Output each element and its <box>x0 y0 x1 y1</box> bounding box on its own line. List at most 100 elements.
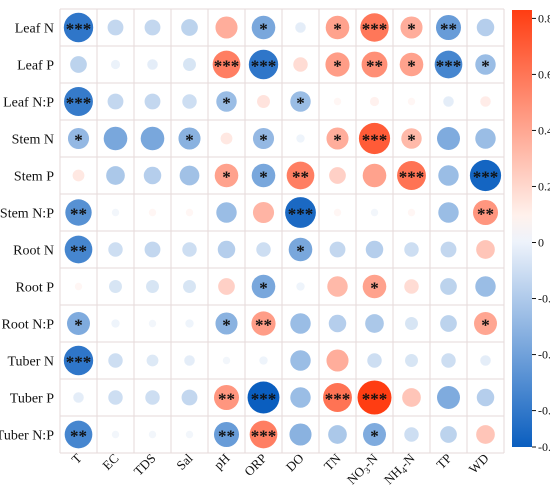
colorbar-tick-label: 0.6 <box>538 67 550 81</box>
corr-circle-11-1 <box>111 430 120 439</box>
corr-circle-6-5 <box>256 242 271 257</box>
corr-circle-4-10 <box>438 165 459 186</box>
corr-circle-6-2 <box>144 241 161 258</box>
corr-circle-11-9 <box>404 427 419 442</box>
corr-circle-10-0 <box>73 392 84 403</box>
corr-circle-1-2 <box>147 59 158 70</box>
corr-circle-2-6 <box>290 91 311 112</box>
colorbar-tick-label: -0.73 <box>538 440 550 454</box>
significance-label-1-4: *** <box>214 57 240 76</box>
significance-label-11-0: ** <box>70 427 87 446</box>
column-label: NH4-N <box>381 450 420 489</box>
row-label: Stem N:P <box>0 207 54 222</box>
corr-circle-10-11 <box>476 388 495 407</box>
significance-label-0-8: *** <box>362 20 388 39</box>
significance-label-1-9: * <box>407 57 416 76</box>
corr-circle-3-5 <box>252 127 275 150</box>
significance-label-4-4: * <box>222 168 231 187</box>
corr-circle-5-5 <box>252 201 275 224</box>
corr-circle-7-3 <box>183 280 196 293</box>
significance-label-3-9: * <box>407 131 416 150</box>
corr-circle-0-11 <box>476 18 495 37</box>
corr-circle-10-1 <box>108 390 123 405</box>
significance-label-2-4: * <box>222 94 231 113</box>
corr-circle-8-5 <box>251 311 276 336</box>
corr-circle-7-2 <box>146 280 159 293</box>
significance-label-5-0: ** <box>70 205 87 224</box>
corr-circle-6-10 <box>440 241 457 258</box>
corr-circle-6-3 <box>182 242 197 257</box>
corr-circle-0-0 <box>63 12 94 43</box>
corr-circle-4-0 <box>72 169 85 182</box>
corr-circle-2-11 <box>480 96 491 107</box>
corr-circle-7-11 <box>475 276 496 297</box>
grid-lines <box>59 8 505 454</box>
corr-circle-2-7 <box>333 97 342 106</box>
row-label: Tuber P <box>10 392 54 407</box>
corr-circle-7-0 <box>74 282 83 291</box>
correlation-circles <box>63 12 502 449</box>
corr-circle-2-2 <box>144 93 161 110</box>
corr-circle-3-4 <box>220 132 233 145</box>
corr-circle-1-8 <box>361 51 388 78</box>
corr-circle-5-4 <box>216 202 237 223</box>
colorbar-tick-label: 0 <box>538 236 544 250</box>
row-label: Stem N <box>12 133 54 148</box>
corr-circle-8-2 <box>148 319 157 328</box>
corr-circle-0-8 <box>360 13 389 42</box>
corr-circle-8-6 <box>290 313 311 334</box>
corr-circle-3-6 <box>296 134 305 143</box>
corr-circle-5-2 <box>148 208 157 217</box>
significance-label-0-5: * <box>259 20 268 39</box>
significance-label-4-9: *** <box>399 168 425 187</box>
column-label: EC <box>99 451 121 473</box>
significance-label-7-8: * <box>370 279 379 298</box>
colorbar-gradient <box>512 10 532 447</box>
corr-circle-5-9 <box>407 208 416 217</box>
significance-label-1-7: * <box>333 57 342 76</box>
colorbar-ticks: 0.8 0.6 0.4 0.2 0 -0.2 -0.4 -0.6 -0.73 <box>532 11 550 454</box>
corr-circle-3-9 <box>401 128 422 149</box>
corr-circle-11-8 <box>363 423 386 446</box>
corr-circle-0-10 <box>435 14 462 41</box>
corr-circle-8-4 <box>215 312 238 335</box>
corr-circle-0-1 <box>107 19 124 36</box>
significance-label-3-7: * <box>333 131 342 150</box>
corr-circle-2-4 <box>216 91 237 112</box>
column-label: Sal <box>173 450 196 473</box>
significance-label-2-6: * <box>296 94 305 113</box>
significance-label-1-10: *** <box>436 57 462 76</box>
corr-circle-5-8 <box>370 208 379 217</box>
corr-circle-4-7 <box>329 167 346 184</box>
corr-circle-6-11 <box>476 240 495 259</box>
corr-circle-1-1 <box>110 59 121 70</box>
significance-label-1-8: ** <box>366 57 383 76</box>
corr-circle-4-4 <box>214 163 239 188</box>
significance-label-11-4: ** <box>218 427 235 446</box>
corr-circle-11-5 <box>249 420 278 449</box>
corr-circle-11-10 <box>440 426 457 443</box>
corr-circle-1-0 <box>70 56 87 73</box>
corr-circle-10-3 <box>181 389 198 406</box>
corr-circle-6-9 <box>404 242 419 257</box>
corr-circle-7-9 <box>404 279 419 294</box>
corr-circle-9-11 <box>480 355 491 366</box>
corr-circle-8-8 <box>365 314 384 333</box>
corr-circle-3-0 <box>67 127 90 150</box>
corr-circle-9-1 <box>108 353 123 368</box>
corr-circle-9-2 <box>146 354 159 367</box>
column-label: pH <box>211 451 233 473</box>
corr-circle-4-3 <box>179 165 200 186</box>
corr-circle-9-4 <box>222 356 231 365</box>
corr-circle-0-4 <box>215 16 238 39</box>
row-label: Leaf N:P <box>3 96 54 111</box>
corr-circle-9-3 <box>184 355 195 366</box>
corr-circle-11-4 <box>213 421 240 448</box>
corr-circle-5-1 <box>111 208 120 217</box>
significance-label-5-11: ** <box>477 205 494 224</box>
corr-circle-11-3 <box>185 430 194 439</box>
significance-label-6-0: ** <box>70 242 87 261</box>
corr-circle-0-7 <box>325 15 350 40</box>
